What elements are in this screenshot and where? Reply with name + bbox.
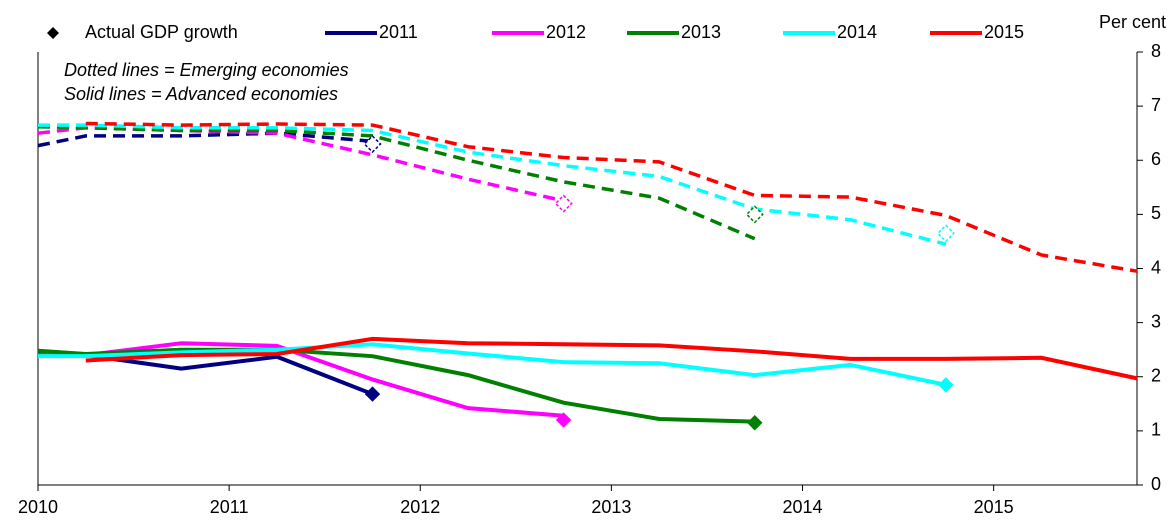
legend-label: 2014 — [837, 22, 877, 42]
legend-label: 2013 — [681, 22, 721, 42]
y-tick-label: 1 — [1151, 420, 1161, 440]
advanced-line — [37, 347, 755, 424]
actual-advanced-marker — [747, 415, 763, 431]
y-tick-label: 8 — [1151, 41, 1161, 61]
y-tick-label: 6 — [1151, 149, 1161, 169]
y-tick-label: 0 — [1151, 474, 1161, 494]
annotation: Dotted lines = Emerging economies — [64, 60, 349, 80]
emerging-line — [85, 121, 1138, 273]
y-tick-label: 4 — [1151, 257, 1161, 277]
x-tick-label: 2013 — [591, 497, 631, 517]
x-tick-label: 2010 — [18, 497, 58, 517]
actual-emerging-marker — [745, 205, 764, 224]
y-tick-label: 7 — [1151, 95, 1161, 115]
actual-emerging-marker — [363, 134, 382, 154]
annotation: Solid lines = Advanced economies — [64, 84, 338, 104]
y-axis-label: Per cent — [1099, 12, 1166, 32]
legend-label: 2011 — [379, 22, 418, 42]
actual-emerging-marker — [554, 194, 573, 213]
advanced-line — [38, 342, 947, 387]
advanced-line — [85, 336, 1138, 381]
x-tick-label: 2014 — [782, 497, 822, 517]
legend-label: Actual GDP growth — [85, 22, 238, 42]
actual-advanced-marker — [938, 377, 954, 393]
legend-label: 2015 — [984, 22, 1024, 42]
emerging-line — [37, 126, 564, 203]
y-tick-label: 3 — [1151, 311, 1161, 331]
emerging-line — [37, 131, 373, 148]
actual-emerging-marker — [936, 224, 955, 243]
legend-label: 2012 — [546, 22, 586, 42]
y-tick-label: 5 — [1151, 203, 1161, 223]
actual-advanced-marker — [364, 386, 381, 402]
actual-advanced-marker — [555, 412, 572, 428]
x-tick-label: 2012 — [400, 497, 440, 517]
x-tick-label: 2011 — [210, 497, 249, 517]
emerging-line — [37, 124, 756, 241]
x-tick-label: 2015 — [974, 497, 1014, 517]
legend-marker — [47, 27, 59, 39]
y-tick-label: 2 — [1151, 366, 1161, 386]
